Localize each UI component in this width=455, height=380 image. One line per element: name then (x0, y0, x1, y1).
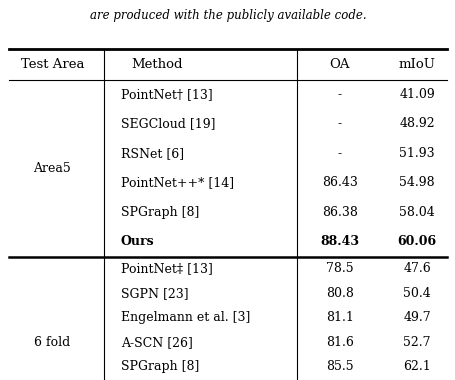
Text: -: - (337, 117, 341, 130)
Text: -: - (337, 147, 341, 160)
Text: are produced with the publicly available code.: are produced with the publicly available… (90, 10, 365, 22)
Text: 58.04: 58.04 (399, 206, 434, 219)
Text: 49.7: 49.7 (403, 311, 430, 324)
Text: 41.09: 41.09 (399, 88, 434, 101)
Text: 86.38: 86.38 (321, 206, 357, 219)
Text: 60.06: 60.06 (397, 235, 436, 248)
Text: -: - (337, 88, 341, 101)
Text: Test Area: Test Area (20, 58, 84, 71)
Text: Ours: Ours (121, 235, 154, 248)
Text: 80.8: 80.8 (325, 287, 353, 300)
Text: Engelmann et al. [3]: Engelmann et al. [3] (121, 311, 250, 324)
Text: PointNet++* [14]: PointNet++* [14] (121, 176, 233, 189)
Text: 62.1: 62.1 (403, 360, 430, 373)
Text: mIoU: mIoU (398, 58, 435, 71)
Text: 48.92: 48.92 (399, 117, 434, 130)
Text: 47.6: 47.6 (403, 262, 430, 275)
Text: 54.98: 54.98 (399, 176, 434, 189)
Text: SPGraph [8]: SPGraph [8] (121, 206, 199, 219)
Text: 78.5: 78.5 (325, 262, 353, 275)
Text: PointNet‡ [13]: PointNet‡ [13] (121, 262, 212, 275)
Text: 81.1: 81.1 (325, 311, 353, 324)
Text: PointNet† [13]: PointNet† [13] (121, 88, 212, 101)
Text: 85.5: 85.5 (325, 360, 353, 373)
Text: RSNet [6]: RSNet [6] (121, 147, 183, 160)
Text: 6 fold: 6 fold (34, 336, 71, 349)
Text: SPGraph [8]: SPGraph [8] (121, 360, 199, 373)
Text: 51.93: 51.93 (399, 147, 434, 160)
Text: 52.7: 52.7 (403, 336, 430, 349)
Text: 81.6: 81.6 (325, 336, 353, 349)
Text: Area5: Area5 (34, 162, 71, 175)
Text: 88.43: 88.43 (319, 235, 359, 248)
Text: SGPN [23]: SGPN [23] (121, 287, 188, 300)
Text: Method: Method (131, 58, 182, 71)
Text: A-SCN [26]: A-SCN [26] (121, 336, 192, 349)
Text: OA: OA (329, 58, 349, 71)
Text: SEGCloud [19]: SEGCloud [19] (121, 117, 215, 130)
Text: 86.43: 86.43 (321, 176, 357, 189)
Text: 50.4: 50.4 (403, 287, 430, 300)
